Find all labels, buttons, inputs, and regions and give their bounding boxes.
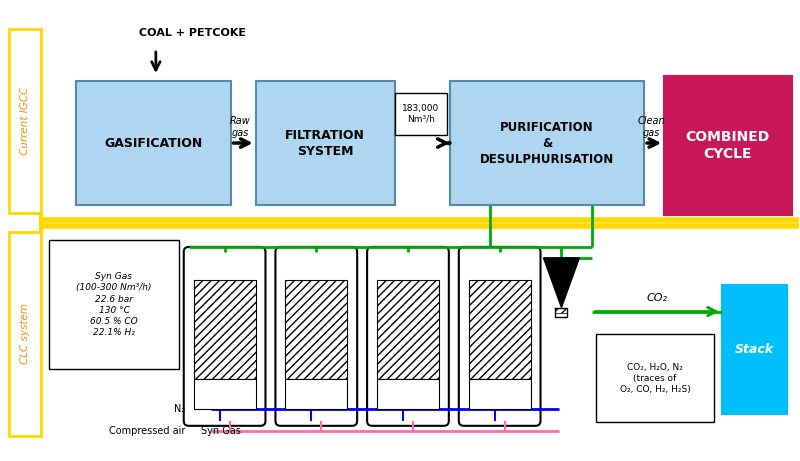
Text: GASIFICATION: GASIFICATION: [104, 136, 202, 149]
Bar: [469, 379, 530, 409]
Bar: [395, 93, 447, 135]
Bar: [377, 280, 439, 379]
Bar: [286, 379, 347, 409]
FancyBboxPatch shape: [275, 247, 357, 426]
Text: Current IGCC: Current IGCC: [20, 87, 30, 155]
Text: CLC system: CLC system: [20, 303, 30, 364]
Bar: [76, 81, 230, 205]
Text: Compressed air: Compressed air: [110, 426, 186, 436]
Bar: [50, 240, 178, 369]
Text: FILTRATION
SYSTEM: FILTRATION SYSTEM: [286, 129, 365, 158]
Polygon shape: [555, 307, 567, 313]
Bar: [664, 76, 792, 215]
Text: 183,000
Nm³/h: 183,000 Nm³/h: [402, 104, 439, 124]
Text: Stack: Stack: [734, 343, 774, 356]
FancyBboxPatch shape: [184, 247, 266, 426]
Bar: [194, 379, 255, 409]
Polygon shape: [543, 258, 579, 307]
Polygon shape: [555, 307, 567, 318]
Text: CO₂, H₂O, N₂
(traces of
O₂, CO, H₂, H₂S): CO₂, H₂O, N₂ (traces of O₂, CO, H₂, H₂S): [620, 362, 690, 394]
Text: COMBINED
CYCLE: COMBINED CYCLE: [686, 130, 770, 161]
Text: PURIFICATION
&
DESULPHURISATION: PURIFICATION & DESULPHURISATION: [480, 120, 614, 165]
FancyBboxPatch shape: [367, 247, 449, 426]
Text: Clean
gas: Clean gas: [638, 116, 665, 138]
Bar: [377, 379, 439, 409]
Bar: [194, 280, 255, 379]
Bar: [722, 285, 786, 414]
Text: Syn Gas
(100-300 Nm³/h)
22.6 bar
130 °C
60.5 % CO
22.1% H₂: Syn Gas (100-300 Nm³/h) 22.6 bar 130 °C …: [76, 272, 152, 337]
Bar: [450, 81, 644, 205]
Text: N₂: N₂: [174, 404, 186, 414]
Bar: [10, 232, 42, 436]
Text: Syn Gas: Syn Gas: [201, 426, 241, 436]
Bar: [286, 280, 347, 379]
Bar: [596, 334, 714, 422]
Bar: [469, 280, 530, 379]
Text: Raw
gas: Raw gas: [230, 116, 251, 138]
Bar: [255, 81, 395, 205]
FancyBboxPatch shape: [458, 247, 541, 426]
Bar: [10, 29, 42, 213]
Text: CO₂: CO₂: [646, 293, 668, 302]
Text: COAL + PETCOKE: COAL + PETCOKE: [139, 28, 246, 38]
